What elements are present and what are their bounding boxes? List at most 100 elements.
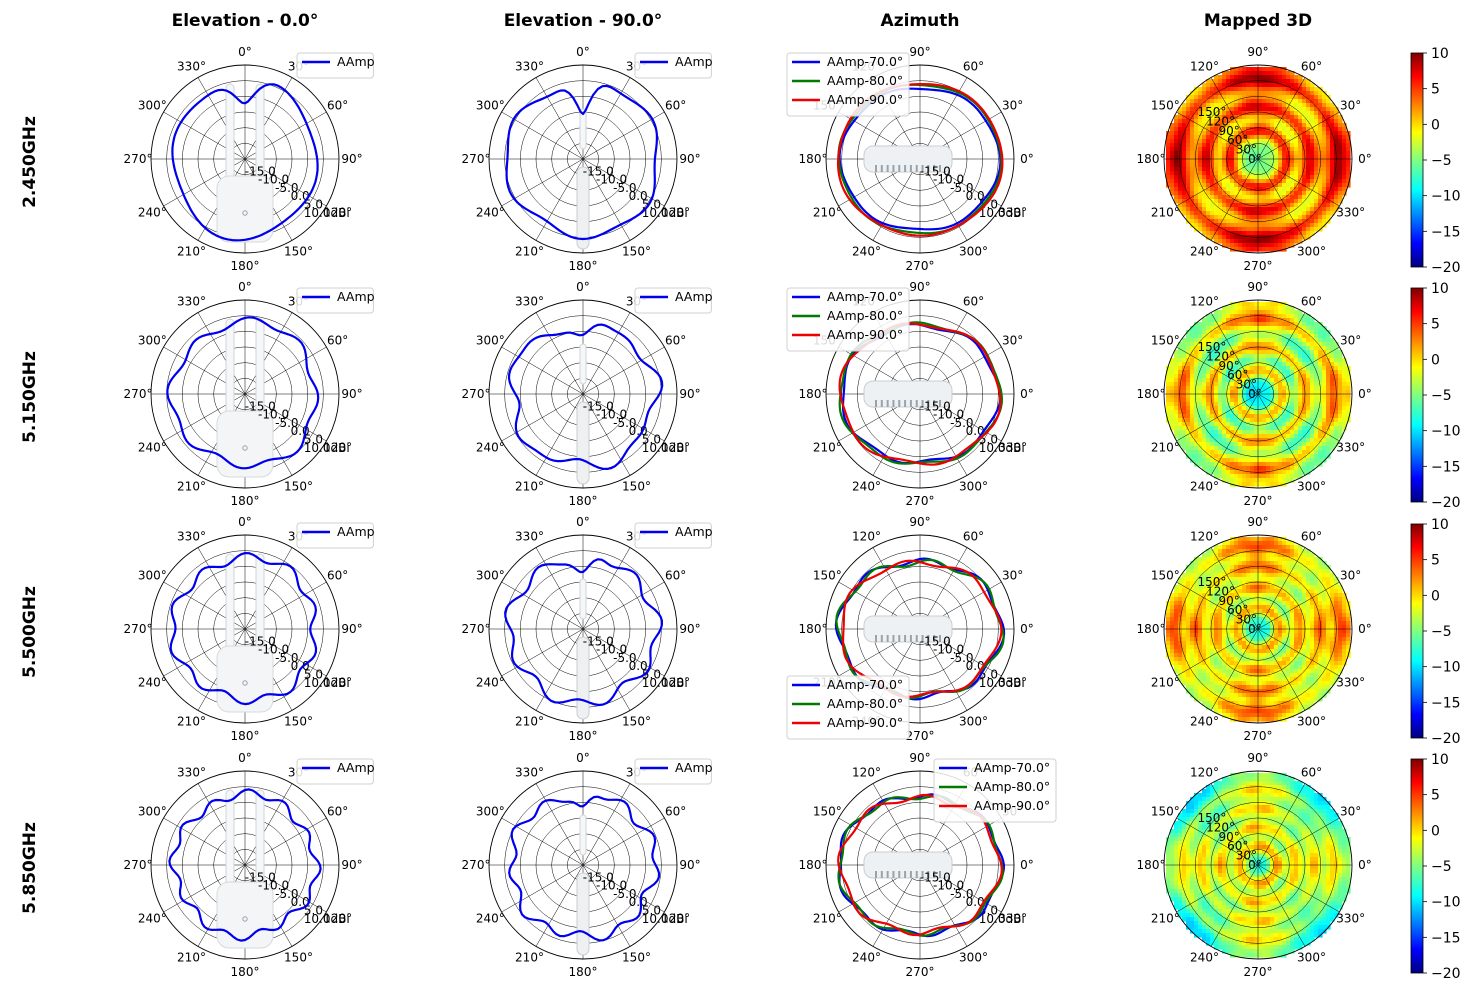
- heatmap-cell: [1218, 681, 1223, 686]
- heatmap-cell: [1190, 91, 1195, 96]
- heatmap-cell: [1174, 199, 1179, 204]
- heatmap-cell: [1238, 362, 1243, 367]
- heatmap-cell: [1238, 609, 1243, 614]
- heatmap-cell: [1318, 195, 1323, 200]
- heatmap-cell: [1282, 223, 1287, 228]
- elev90-angle-tick: 300°: [476, 99, 505, 113]
- elev0-angle-tick: 300°: [138, 334, 167, 348]
- heatmap-cell: [1302, 462, 1307, 467]
- heatmap-cell: [1342, 402, 1347, 407]
- heatmap-cell: [1290, 167, 1295, 172]
- device-body: [863, 145, 953, 173]
- heatmap-cell: [1214, 79, 1219, 84]
- heatmap-cell: [1266, 478, 1271, 483]
- heatmap-cell: [1210, 159, 1215, 164]
- heatmap-cell: [1294, 326, 1299, 331]
- heatmap-cell: [1262, 322, 1267, 327]
- heatmap-cell: [1322, 215, 1327, 220]
- heatmap-cell: [1210, 689, 1215, 694]
- heatmap-cell: [1222, 163, 1227, 168]
- heatmap-cell: [1250, 123, 1255, 128]
- heatmap-cell: [1266, 442, 1271, 447]
- heatmap-cell: [1238, 219, 1243, 224]
- heatmap-cell: [1302, 203, 1307, 208]
- heatmap-cell: [1334, 422, 1339, 427]
- heatmap-cell: [1214, 211, 1219, 216]
- heatmap-cell: [1306, 466, 1311, 471]
- heatmap-cell: [1178, 191, 1183, 196]
- heatmap-cell: [1262, 685, 1267, 690]
- heatmap-cell: [1202, 151, 1207, 156]
- heatmap-cell: [1234, 390, 1239, 395]
- heatmap-cell: [1306, 322, 1311, 327]
- heatmap-cell: [1322, 346, 1327, 351]
- heatmap-cell: [1218, 235, 1223, 240]
- elev90-angle-tick: 330°: [515, 529, 544, 543]
- heatmap-cell: [1270, 557, 1275, 562]
- heatmap-cell: [1318, 322, 1323, 327]
- heatmap-cell: [1210, 454, 1215, 459]
- heatmap-cell: [1202, 597, 1207, 602]
- device-fin: [875, 635, 877, 642]
- heatmap-cell: [1202, 227, 1207, 232]
- heatmap-cell: [1266, 470, 1271, 475]
- heatmap-cell: [1234, 247, 1239, 252]
- heatmap-cell: [1218, 669, 1223, 674]
- heatmap-cell: [1306, 135, 1311, 140]
- elev90-radial-tick: -15.0: [583, 399, 614, 413]
- elev0-radial-tick: 5.0: [304, 433, 323, 447]
- heatmap-cell: [1230, 661, 1235, 666]
- heatmap-cell: [1242, 637, 1247, 642]
- heatmap-cell: [1314, 394, 1319, 399]
- heatmap-cell: [1302, 382, 1307, 387]
- heatmap-cell: [1170, 159, 1175, 164]
- heatmap-cell: [1202, 589, 1207, 594]
- heatmap-cell: [1234, 91, 1239, 96]
- heatmap-cell: [1330, 151, 1335, 156]
- heatmap-cell: [1266, 593, 1271, 598]
- heatmap-cell: [1262, 430, 1267, 435]
- heatmap-cell: [1282, 426, 1287, 431]
- mapped3d-spoke: [1257, 393, 1306, 476]
- heatmap-cell: [1250, 370, 1255, 375]
- elev90-angle-tick: 120°: [661, 206, 690, 220]
- heatmap-cell: [1218, 450, 1223, 455]
- heatmap-cell: [1198, 422, 1203, 427]
- heatmap-cell: [1206, 466, 1211, 471]
- heatmap-cell: [1274, 67, 1279, 72]
- heatmap-cell: [1274, 322, 1279, 327]
- heatmap-cell: [1218, 131, 1223, 136]
- heatmap-cell: [1322, 378, 1327, 383]
- heatmap-cell: [1318, 326, 1323, 331]
- heatmap-cell: [1206, 179, 1211, 184]
- heatmap-cell: [1186, 147, 1191, 152]
- heatmap-cell: [1314, 378, 1319, 383]
- heatmap-cell: [1166, 398, 1171, 403]
- elev0-angle-tick: 330°: [177, 59, 206, 73]
- heatmap-cell: [1238, 310, 1243, 315]
- heatmap-cell: [1170, 641, 1175, 646]
- heatmap-cell: [1322, 398, 1327, 403]
- mapped3d-angle-tick: 300°: [1297, 245, 1326, 259]
- heatmap-cell: [1278, 151, 1283, 156]
- heatmap-cell: [1294, 159, 1299, 164]
- heatmap-cell: [1222, 71, 1227, 76]
- heatmap-cell: [1230, 689, 1235, 694]
- heatmap-cell: [1314, 398, 1319, 403]
- heatmap-cell: [1202, 426, 1207, 431]
- heatmap-cell: [1246, 422, 1251, 427]
- heatmap-cell: [1250, 314, 1255, 319]
- heatmap-cell: [1254, 95, 1259, 100]
- heatmap-cell: [1198, 569, 1203, 574]
- heatmap-cell: [1346, 398, 1351, 403]
- heatmap-cell: [1242, 398, 1247, 403]
- heatmap-cell: [1230, 386, 1235, 391]
- heatmap-cell: [1242, 163, 1247, 168]
- heatmap-cell: [1262, 135, 1267, 140]
- heatmap-cell: [1326, 211, 1331, 216]
- heatmap-cell: [1274, 75, 1279, 80]
- heatmap-cell: [1230, 593, 1235, 598]
- heatmap-cell: [1314, 175, 1319, 180]
- heatmap-cell: [1318, 426, 1323, 431]
- heatmap-cell: [1322, 207, 1327, 212]
